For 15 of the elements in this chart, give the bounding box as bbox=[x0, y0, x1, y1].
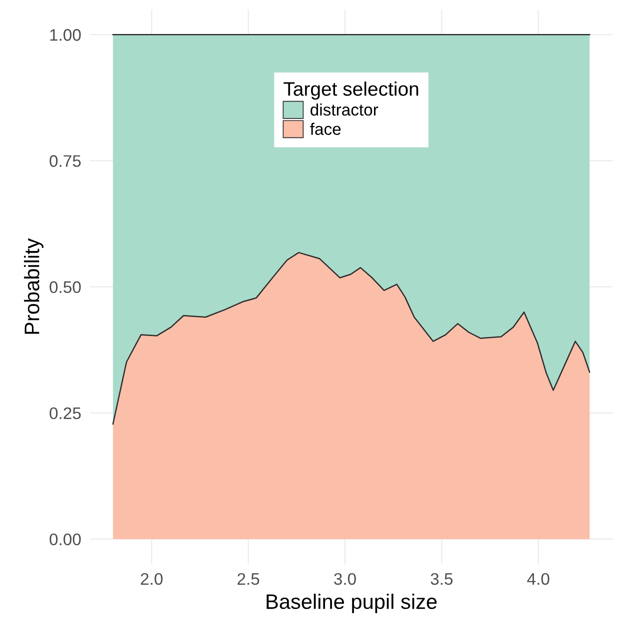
legend-label: face bbox=[310, 122, 341, 135]
y-axis-title: Probability bbox=[24, 238, 44, 334]
x-tick-label: 3.5 bbox=[430, 573, 453, 585]
legend-label: distractor bbox=[310, 103, 378, 116]
y-tick-label: 0.75 bbox=[50, 155, 81, 167]
x-tick-label: 2.0 bbox=[140, 573, 163, 585]
x-tick-label: 4.0 bbox=[527, 573, 550, 585]
legend-title: Target selection bbox=[284, 82, 418, 100]
y-tick-label: 0.00 bbox=[50, 533, 81, 546]
y-tick-label: 1.00 bbox=[50, 29, 81, 41]
y-tick-label: 0.50 bbox=[50, 281, 81, 294]
x-tick-label: 3.0 bbox=[334, 573, 356, 585]
y-tick-label: 0.25 bbox=[50, 407, 81, 420]
x-tick-label: 2.5 bbox=[238, 573, 260, 585]
x-axis-title: Baseline pupil size bbox=[266, 594, 437, 614]
